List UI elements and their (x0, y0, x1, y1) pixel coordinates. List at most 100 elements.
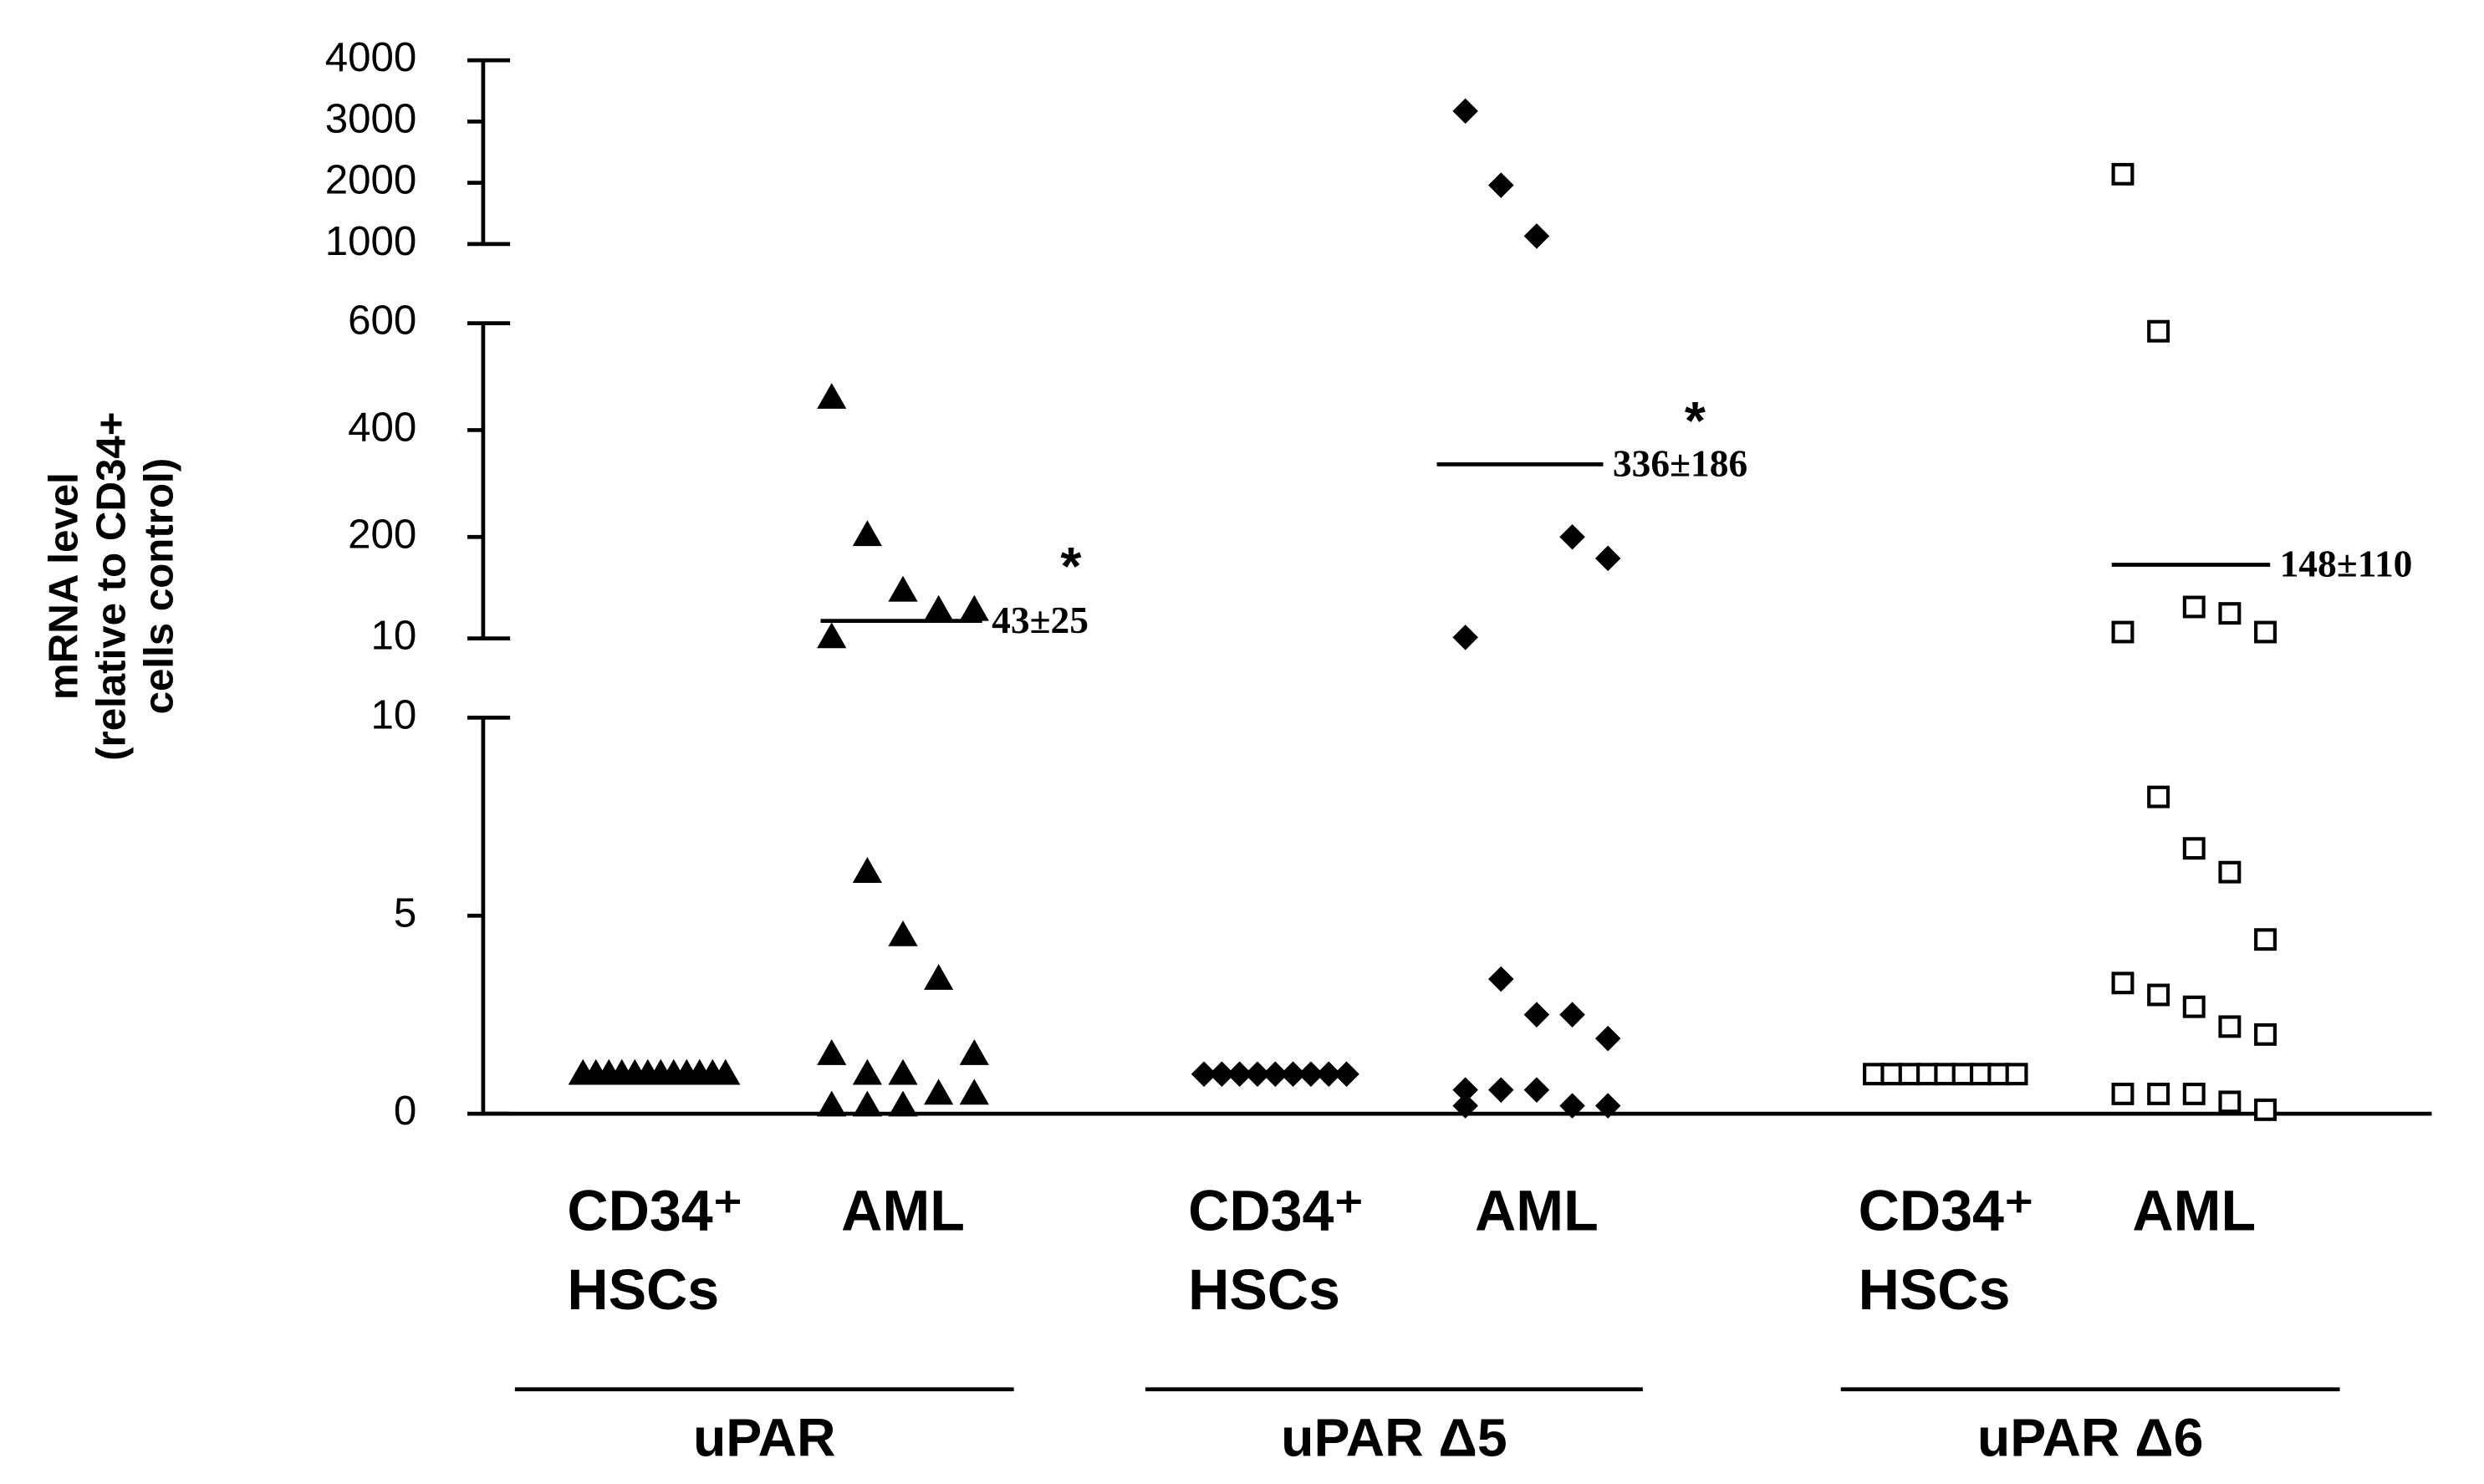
point (2147, 983, 2170, 1007)
annotation: * (1060, 536, 1081, 596)
x-tick-label: AML (1475, 1179, 1599, 1242)
x-tick-label-line: HSCs (1188, 1258, 1340, 1322)
point (1452, 1093, 1478, 1119)
x-tick-label-line: HSCs (567, 1258, 719, 1322)
point (852, 857, 882, 883)
point (888, 1090, 918, 1117)
x-tick-label-line: AML (1475, 1179, 1599, 1242)
y-tick-label: 400 (348, 404, 416, 450)
point (711, 1058, 741, 1085)
point (959, 1079, 989, 1105)
y-tick-label: 600 (348, 298, 416, 344)
point (2147, 319, 2170, 343)
point (1594, 1025, 1621, 1052)
x-tick-label-line: AML (841, 1179, 965, 1242)
x-tick-label: CD34⁺ HSCs (1859, 1179, 2034, 1322)
point (1209, 1061, 1235, 1088)
point (2005, 1063, 2028, 1086)
point (2182, 595, 2206, 619)
point (888, 1058, 918, 1085)
point (2111, 971, 2135, 995)
group-label: uPAR Δ6 (1977, 1407, 2204, 1467)
point (2111, 162, 2135, 186)
y-tick-label: 200 (348, 511, 416, 557)
point (1227, 1061, 1252, 1088)
x-tick-label: CD34⁺ HSCs (567, 1179, 742, 1322)
point (1559, 1002, 1585, 1028)
point (817, 622, 847, 649)
y-axis-label-line: mRNA level (41, 472, 87, 700)
x-tick-label-line: AML (2132, 1179, 2256, 1242)
y-axis-label-line: cells control) (135, 458, 181, 715)
point (1298, 1061, 1324, 1088)
point (2254, 1022, 2277, 1046)
point (1559, 1093, 1585, 1119)
annotation: * (1685, 390, 1706, 451)
y-tick-label: 3000 (325, 95, 417, 141)
mean-label: 43±25 (992, 599, 1089, 641)
point (1523, 1077, 1550, 1103)
x-tick-label-line: CD34⁺ (1188, 1179, 1364, 1242)
point (2254, 620, 2277, 644)
point (2111, 1082, 2135, 1105)
mean-label: 148±110 (2280, 543, 2413, 585)
point (1594, 1093, 1621, 1119)
x-tick-label-line: CD34⁺ (567, 1179, 742, 1242)
point (1488, 1077, 1514, 1103)
y-axis-label: mRNA level(relative to CD34+cells contro… (41, 411, 182, 760)
point (852, 1058, 882, 1085)
y-tick-label: 10 (371, 691, 417, 737)
point (888, 575, 918, 602)
point (924, 1079, 954, 1105)
group-label: uPAR Δ5 (1281, 1407, 1507, 1467)
mean-label: 336±186 (1613, 442, 1747, 485)
x-tick-label-line: HSCs (1859, 1258, 2011, 1322)
point (2254, 1098, 2277, 1121)
point (2218, 860, 2242, 884)
point (924, 594, 954, 621)
point (817, 383, 847, 409)
point (1244, 1061, 1271, 1088)
point (852, 1090, 882, 1117)
y-tick-label: 10 (371, 613, 417, 659)
point (2182, 837, 2206, 860)
point (2147, 785, 2170, 808)
point (1452, 98, 1478, 125)
point (959, 594, 989, 621)
point (2218, 1015, 2242, 1038)
point (1452, 625, 1478, 650)
point (1523, 223, 1550, 249)
y-tick-label: 5 (394, 890, 416, 936)
group-label: uPAR (693, 1407, 836, 1467)
point (1280, 1061, 1306, 1088)
point (2111, 620, 2135, 644)
y-tick-label: 4000 (325, 34, 417, 80)
y-tick-label: 2000 (325, 157, 417, 203)
point (2147, 1082, 2170, 1105)
point (1334, 1061, 1359, 1088)
y-tick-label: 1000 (325, 218, 417, 264)
point (2182, 1082, 2206, 1105)
point (1594, 545, 1621, 572)
point (1315, 1061, 1342, 1088)
point (2218, 1090, 2242, 1114)
y-axis-label-line: (relative to CD34+ (88, 411, 134, 760)
point (1559, 523, 1585, 550)
x-tick-label: CD34⁺ HSCs (1188, 1179, 1364, 1322)
point (1191, 1061, 1217, 1088)
point (2254, 928, 2277, 951)
point (2218, 602, 2242, 625)
point (1488, 966, 1514, 992)
point (817, 1039, 847, 1065)
point (924, 964, 954, 990)
point (888, 920, 918, 946)
point (1488, 172, 1514, 198)
x-tick-label: AML (841, 1179, 965, 1242)
y-tick-label: 0 (394, 1088, 416, 1134)
x-tick-label-line: CD34⁺ (1859, 1179, 2034, 1242)
point (817, 1090, 847, 1117)
point (2182, 995, 2206, 1018)
point (1262, 1061, 1288, 1088)
